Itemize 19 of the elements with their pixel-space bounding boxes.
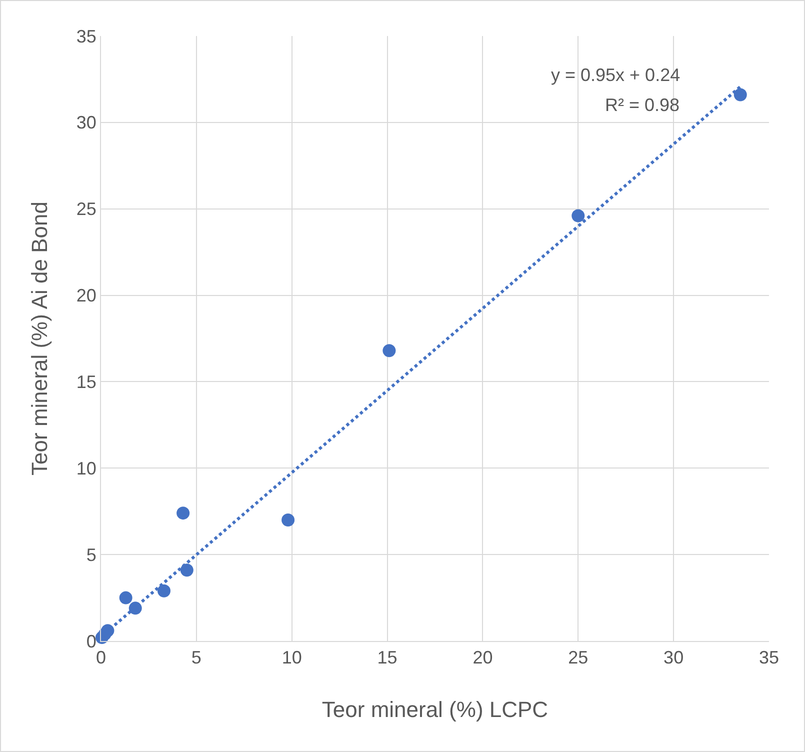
y-tick-label: 10 <box>76 458 96 478</box>
x-axis-title: Teor mineral (%) LCPC <box>322 697 548 722</box>
y-tick-label: 35 <box>76 26 96 46</box>
x-tick-label: 30 <box>664 648 684 668</box>
y-tick-label: 5 <box>86 544 96 565</box>
y-tick-label: 30 <box>76 112 96 133</box>
y-tick-label: 20 <box>76 286 96 306</box>
y-tick-label: 0 <box>86 631 96 652</box>
x-tick-label: 15 <box>377 648 398 668</box>
y-tick-label: 15 <box>76 372 96 392</box>
y-tick-label: 25 <box>76 199 96 220</box>
x-tick-label: 10 <box>282 648 302 668</box>
annotation: R² = 0.98 <box>605 95 680 115</box>
x-tick-label: 20 <box>472 648 493 668</box>
x-tick-label: 35 <box>758 648 780 668</box>
annotation: y = 0.95x + 0.24 <box>551 65 680 85</box>
x-tick-label: 25 <box>568 648 588 668</box>
y-axis-title: Teor mineral (%) Ai de Bond <box>27 202 52 476</box>
x-tick-label: 5 <box>191 648 202 668</box>
